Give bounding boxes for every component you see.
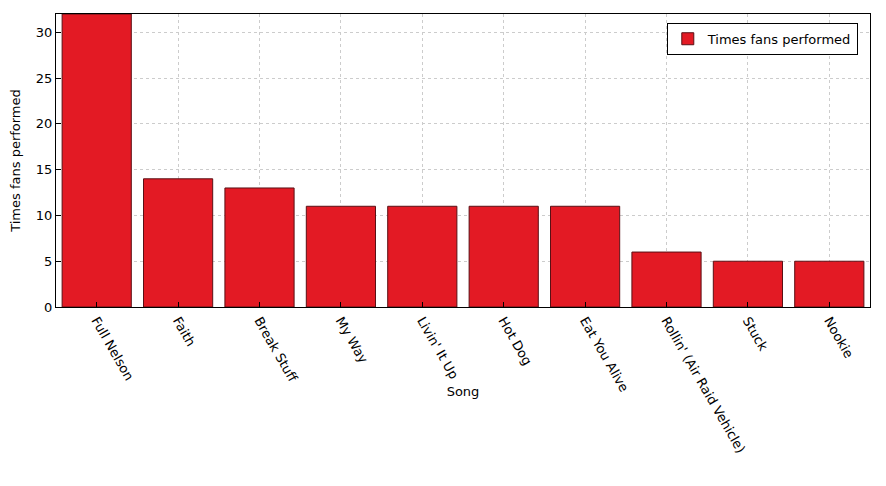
svg-text:Eat You Alive: Eat You Alive — [577, 314, 632, 394]
svg-text:Faith: Faith — [170, 314, 199, 349]
svg-text:20: 20 — [36, 116, 53, 131]
svg-text:Times fans performed: Times fans performed — [8, 89, 23, 233]
svg-text:Times fans performed: Times fans performed — [707, 32, 851, 47]
svg-text:Rollin' (Air Raid Vehicle): Rollin' (Air Raid Vehicle) — [658, 314, 748, 455]
svg-text:10: 10 — [36, 208, 53, 223]
svg-text:Nookie: Nookie — [821, 314, 856, 360]
svg-text:25: 25 — [36, 71, 53, 86]
svg-text:Break Stuff: Break Stuff — [251, 314, 301, 385]
svg-text:Hot Dog: Hot Dog — [495, 314, 535, 368]
svg-text:Song: Song — [447, 384, 480, 399]
svg-text:Full Nelson: Full Nelson — [88, 314, 136, 383]
svg-text:15: 15 — [36, 162, 53, 177]
svg-text:5: 5 — [44, 254, 52, 269]
svg-text:0: 0 — [44, 300, 52, 315]
svg-text:30: 30 — [36, 25, 53, 40]
svg-text:Livin' It Up: Livin' It Up — [414, 314, 461, 381]
svg-text:My Way: My Way — [333, 314, 372, 366]
svg-text:Stuck: Stuck — [740, 314, 771, 353]
